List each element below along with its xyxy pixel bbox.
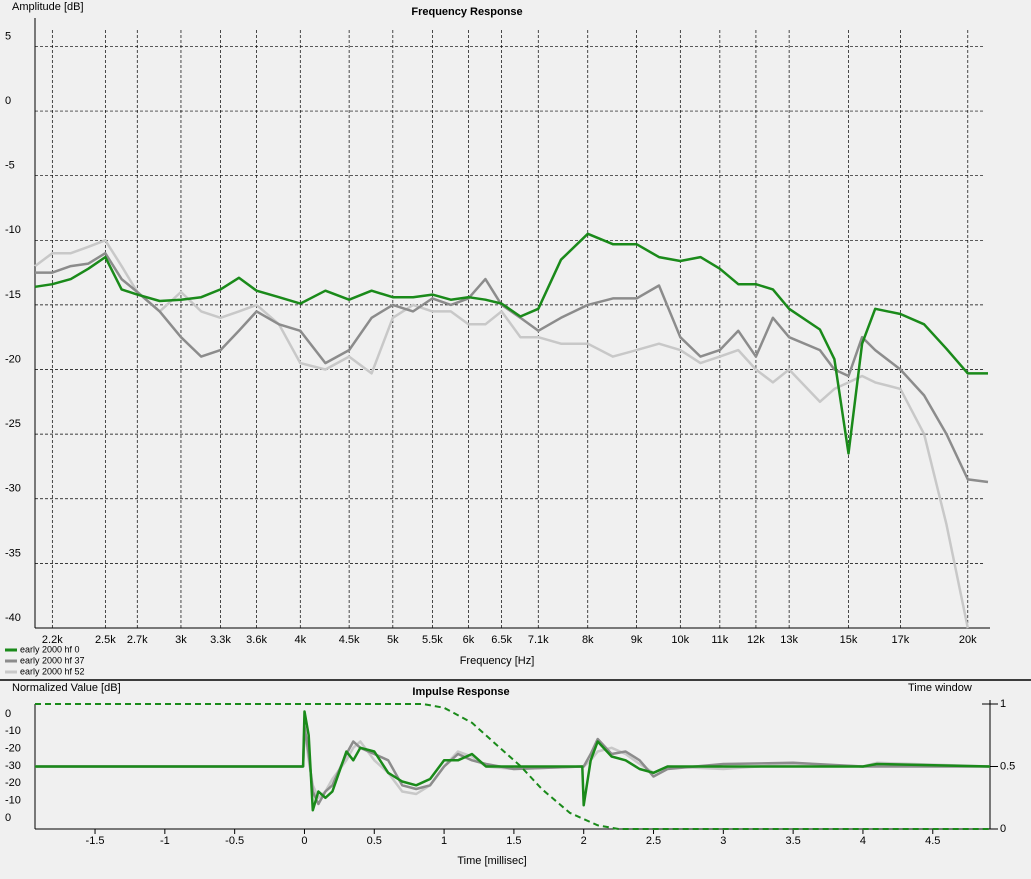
y-tick-label: -30 — [5, 760, 21, 772]
x-tick-label: 13k — [780, 634, 798, 646]
x-tick-label: 6k — [463, 634, 475, 646]
x-tick-label: 9k — [631, 634, 643, 646]
y-tick-label: -15 — [5, 289, 21, 301]
x-tick-label: 20k — [959, 634, 977, 646]
x-tick-label: 15k — [840, 634, 858, 646]
x-tick-label: 1 — [441, 835, 447, 847]
y-axis-label: Normalized Value [dB] — [12, 682, 121, 694]
x-tick-label: 3.6k — [246, 634, 267, 646]
legend-label: early 2000 hf 37 — [20, 655, 85, 665]
y-tick-label: -10 — [5, 224, 21, 236]
x-tick-label: 4k — [294, 634, 306, 646]
x-tick-label: 0.5 — [367, 835, 382, 847]
y2-tick-label: 1 — [1000, 698, 1006, 710]
y-tick-label: -35 — [5, 547, 21, 559]
legend-label: early 2000 hf 52 — [20, 666, 85, 676]
y2-axis-label: Time window — [908, 682, 972, 694]
x-tick-label: 3.3k — [210, 634, 231, 646]
chart-title: Impulse Response — [412, 686, 509, 698]
x-tick-label: 11k — [711, 634, 728, 646]
y-tick-label: -25 — [5, 418, 21, 430]
y-tick-label: 0 — [5, 812, 11, 824]
x-tick-label: 0 — [301, 835, 307, 847]
x-tick-label: 7.1k — [528, 634, 549, 646]
y-tick-label: 0 — [5, 95, 11, 107]
chart-title: Frequency Response — [411, 6, 522, 18]
x-tick-label: 10k — [671, 634, 689, 646]
x-axis-label: Time [millisec] — [457, 855, 526, 867]
x-tick-label: 1.5 — [506, 835, 521, 847]
x-axis-label: Frequency [Hz] — [460, 655, 535, 667]
x-tick-label: 4.5 — [925, 835, 940, 847]
x-tick-label: 2.5 — [646, 835, 661, 847]
legend-label: early 2000 hf 0 — [20, 644, 80, 654]
x-tick-label: 2.2k — [42, 634, 63, 646]
y2-tick-label: 0 — [1000, 823, 1006, 835]
x-tick-label: 5k — [387, 634, 399, 646]
x-tick-label: 8k — [582, 634, 594, 646]
y-tick-label: -20 — [5, 353, 21, 365]
y-tick-label: -20 — [5, 777, 21, 789]
x-tick-label: 4.5k — [339, 634, 360, 646]
x-tick-label: 4 — [860, 835, 866, 847]
y-axis-label: Amplitude [dB] — [12, 1, 84, 13]
y-tick-label: 0 — [5, 708, 11, 720]
x-tick-label: 17k — [892, 634, 910, 646]
x-tick-label: 2 — [581, 835, 587, 847]
series-line — [35, 710, 991, 812]
time-window-line — [35, 703, 990, 830]
series-line — [34, 232, 988, 455]
x-tick-label: 2.7k — [127, 634, 148, 646]
x-tick-label: 12k — [747, 634, 765, 646]
x-tick-label: 6.5k — [491, 634, 512, 646]
y2-tick-label: 0.5 — [1000, 760, 1015, 772]
y-tick-label: -10 — [5, 795, 21, 807]
x-tick-label: 5.5k — [422, 634, 443, 646]
x-tick-label: 3 — [720, 835, 726, 847]
y-tick-label: -30 — [5, 483, 21, 495]
y-tick-label: -20 — [5, 743, 21, 755]
x-tick-label: 3.5 — [785, 835, 800, 847]
y-tick-label: -40 — [5, 612, 21, 624]
x-tick-label: -1.5 — [86, 835, 105, 847]
x-tick-label: -0.5 — [225, 835, 244, 847]
y-tick-label: 5 — [5, 30, 11, 42]
y-tick-label: -10 — [5, 725, 21, 737]
x-tick-label: 2.5k — [95, 634, 116, 646]
x-tick-label: 3k — [175, 634, 187, 646]
y-tick-label: -5 — [5, 160, 15, 172]
series-line — [34, 239, 970, 629]
x-tick-label: -1 — [160, 835, 170, 847]
